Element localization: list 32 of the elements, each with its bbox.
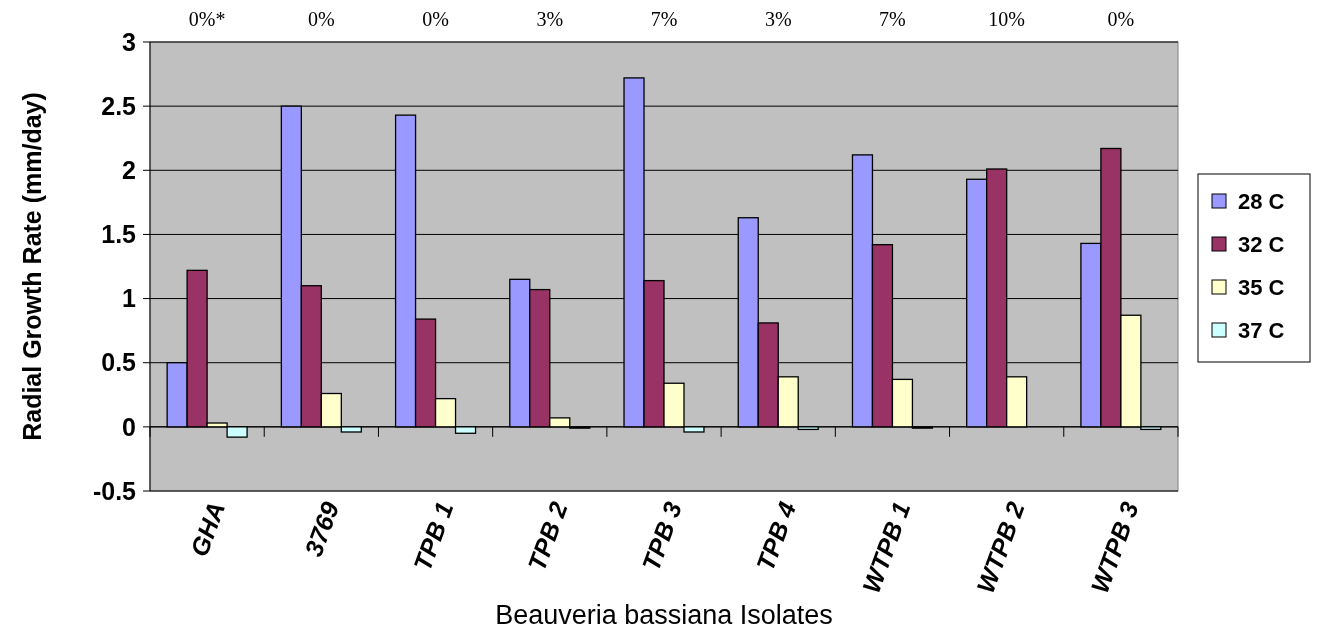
legend-label: 28 C bbox=[1238, 188, 1285, 214]
text: 0%* bbox=[188, 8, 226, 30]
text: 7% bbox=[879, 8, 906, 30]
y-tick-label: 1.5 bbox=[101, 220, 137, 249]
x-tick-label: 3769 bbox=[298, 498, 345, 560]
x-tick-label: TPB 3 bbox=[636, 498, 687, 575]
y-tick-label: 2 bbox=[122, 156, 136, 185]
text: 0% bbox=[1107, 8, 1135, 30]
y-tick-label: 0 bbox=[122, 412, 136, 441]
x-axis-title: Beauveria bassiana Isolates bbox=[495, 600, 833, 630]
x-tick-label: TPB 2 bbox=[522, 498, 573, 575]
y-tick-label: -0.5 bbox=[92, 476, 137, 505]
x-tick-label: TPB 1 bbox=[407, 498, 459, 575]
x-tick-label: GHA bbox=[184, 498, 231, 560]
y-tick-label: 2.5 bbox=[101, 91, 137, 120]
text: 0% bbox=[422, 8, 449, 30]
text: 7% bbox=[650, 8, 678, 30]
x-tick-label: WTPB 3 bbox=[1085, 498, 1144, 597]
legend-label: 35 C bbox=[1238, 274, 1285, 300]
y-tick-label: 1 bbox=[122, 284, 137, 313]
x-tick-label: WTPB 2 bbox=[970, 498, 1030, 597]
text: 3% bbox=[536, 8, 564, 30]
y-tick-label: 3 bbox=[122, 27, 136, 56]
y-tick-label: 0.5 bbox=[101, 348, 137, 377]
legend-label: 37 C bbox=[1238, 317, 1285, 343]
text: 10% bbox=[988, 8, 1025, 30]
y-axis-title: Radial Growth Rate (mm/day) bbox=[17, 92, 46, 441]
x-tick-label: WTPB 1 bbox=[856, 498, 916, 597]
text: 0% bbox=[308, 8, 335, 30]
legend-label: 32 C bbox=[1238, 231, 1285, 257]
x-tick-label: TPB 4 bbox=[750, 498, 802, 575]
text: 3% bbox=[764, 8, 792, 30]
